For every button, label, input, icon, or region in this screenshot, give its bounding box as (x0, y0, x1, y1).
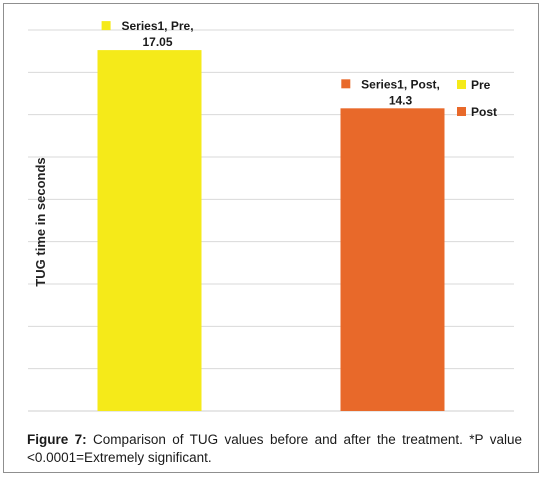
bar-pre (97, 50, 202, 411)
caption-text: Comparison of TUG values before and afte… (27, 432, 522, 465)
y-axis-label: TUG time in seconds (33, 157, 48, 286)
legend-swatch (457, 80, 466, 89)
caption-lead: Figure 7: (27, 432, 87, 447)
legend: Pre Post (457, 78, 497, 119)
data-label-series: Series1, Pre, (121, 19, 193, 33)
legend-item-post: Post (457, 105, 497, 119)
data-label-key (341, 79, 351, 89)
figure-caption: Figure 7: Comparison of TUG values befor… (27, 431, 522, 467)
legend-item-pre: Pre (457, 78, 491, 92)
bars (97, 50, 445, 412)
data-label-key (101, 21, 111, 31)
legend-label: Post (471, 105, 497, 119)
data-label-series: Series1, Post, (361, 77, 440, 91)
plot-area: Series1, Pre, 17.05 Series1, Post, 14.3 Pre… (4, 4, 540, 414)
bar-post (340, 108, 445, 412)
data-label-value: 14.3 (389, 93, 413, 107)
data-labels: Series1, Pre, 17.05 Series1, Post, 14.3 (101, 19, 440, 107)
data-label-pre: Series1, Pre, 17.05 (101, 19, 194, 49)
legend-swatch (457, 107, 466, 116)
legend-label: Pre (471, 78, 491, 92)
data-label-post: Series1, Post, 14.3 (341, 77, 440, 107)
bar-chart: Series1, Pre, 17.05 Series1, Post, 14.3 Pre… (28, 19, 514, 412)
data-label-value: 17.05 (142, 35, 172, 49)
figure-frame: Series1, Pre, 17.05 Series1, Post, 14.3 Pre… (3, 3, 539, 473)
